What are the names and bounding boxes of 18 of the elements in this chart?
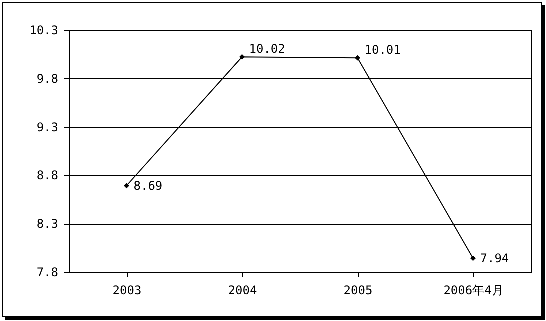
y-tick-label: 9.3 [36,120,58,134]
data-label: 8.69 [134,178,163,193]
y-tick-label: 9.8 [36,72,58,86]
y-tick-label: 7.8 [36,266,58,280]
y-tick-label: 8.3 [36,217,58,232]
y-tick-label: 10.3 [30,24,58,38]
data-label: 7.94 [480,251,510,266]
y-tick-label: 8.8 [36,168,58,183]
x-tick-label: 2003 [112,284,142,298]
point [240,54,245,60]
x-tick-label: 2005 [344,284,373,298]
data-label: 10.02 [249,42,286,56]
point [124,183,130,189]
point [355,55,360,61]
x-tick-label: 2006年4月 [444,284,504,298]
point [470,256,476,262]
x-tick-label: 2004 [228,284,258,298]
data-label: 10.01 [364,43,401,58]
